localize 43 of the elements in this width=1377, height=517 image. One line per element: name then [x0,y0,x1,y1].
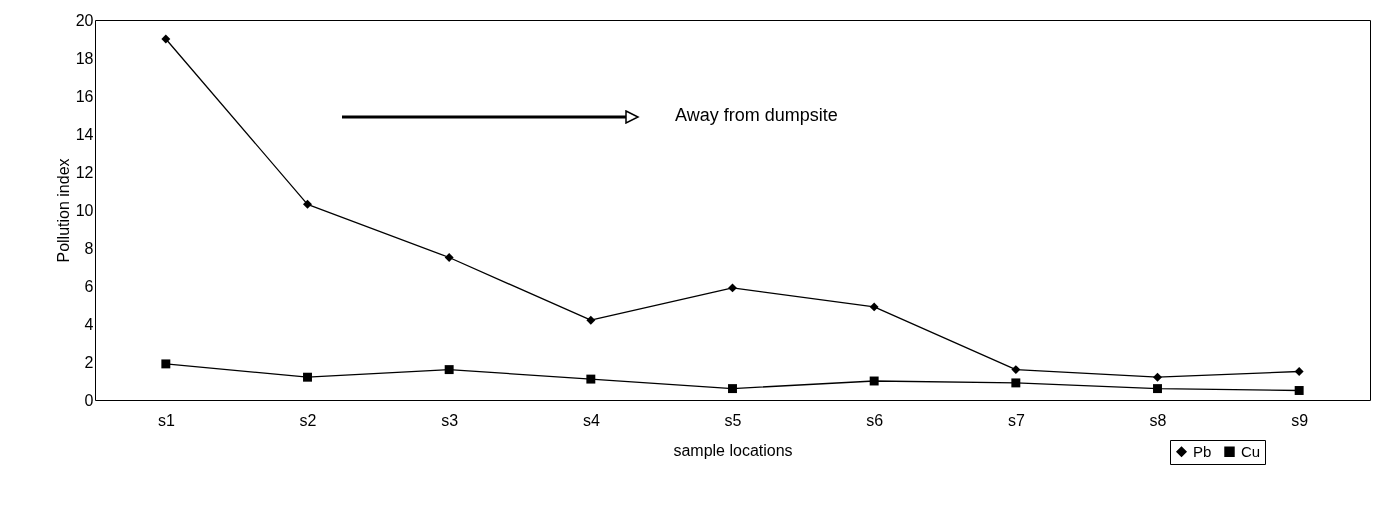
point [303,199,312,209]
y-tick-label: 16 [75,87,94,105]
legend-label: Cu [1241,442,1261,460]
y-tick-label: 0 [84,391,94,409]
point [1011,365,1021,375]
point [303,372,312,382]
y-tick-label: 8 [84,239,94,257]
point [869,376,879,386]
legend-label: Pb [1193,442,1212,460]
point [586,315,596,325]
x-tick-label: s7 [1007,411,1025,429]
y-tick-label: 6 [84,277,94,295]
x-tick-label: s9 [1291,411,1309,429]
x-tick-label: s4 [582,411,600,429]
point [1153,372,1162,382]
point [728,384,737,394]
point [161,34,171,44]
y-tick-label: 20 [75,11,94,29]
x-tick-label: s8 [1149,411,1167,429]
point [1153,384,1162,394]
x-tick-label: s2 [299,411,317,429]
annotation: Away from dumpsite [675,105,838,125]
x-axis-title: sample locations [673,441,793,459]
point [1294,386,1304,395]
x-tick-label: s1 [157,411,175,429]
y-axis-title: Pollution index [54,158,72,263]
point [1011,378,1021,388]
point [444,253,454,262]
x-tick-label: s3 [441,411,459,429]
y-tick-label: 4 [84,315,94,333]
point [728,283,737,293]
y-tick-label: 18 [75,49,94,67]
point [586,374,596,384]
point [869,302,879,312]
point [444,365,454,375]
y-tick-label: 14 [75,125,94,143]
y-tick-label: 10 [75,201,94,219]
x-tick-label: s5 [724,411,742,429]
y-tick-label: 12 [75,163,94,181]
point [161,359,171,369]
y-tick-label: 2 [84,353,94,371]
point [1294,367,1304,376]
x-tick-label: s6 [866,411,884,429]
